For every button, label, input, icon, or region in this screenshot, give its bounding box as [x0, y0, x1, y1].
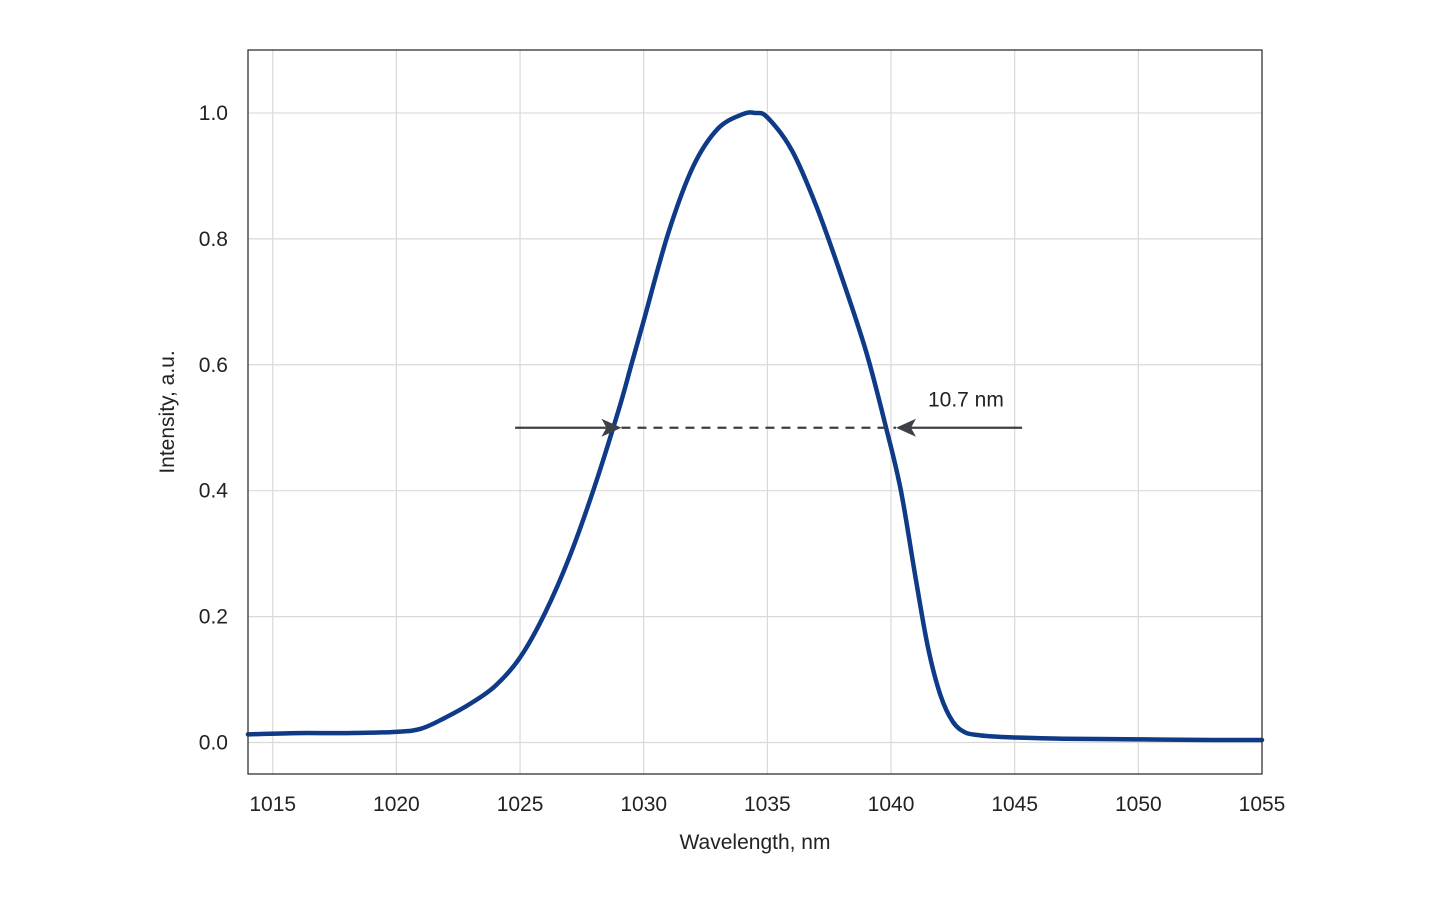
plot-frame	[247, 49, 1263, 775]
x-tick-label: 1015	[249, 793, 296, 816]
x-tick-label: 1055	[1239, 793, 1286, 816]
x-tick-label: 1025	[497, 793, 544, 816]
x-tick-label: 1040	[868, 793, 915, 816]
x-tick-label: 1050	[1115, 793, 1162, 816]
x-tick-label: 1035	[744, 793, 791, 816]
series-layer	[245, 110, 1265, 743]
fwhm-left-arrow-head	[601, 418, 622, 437]
spectrum-line	[245, 110, 1265, 743]
grid-layer	[248, 50, 1262, 774]
x-tick-label: 1020	[373, 793, 420, 816]
x-tick-labels: 1015 1020 1025 1030 1035 1040 1045 1050 1055	[249, 793, 1285, 816]
x-tick-label: 1030	[620, 793, 667, 816]
y-axis-title: Intensity, a.u.	[156, 350, 179, 473]
y-tick-label: 0.0	[199, 732, 228, 755]
fwhm-right-arrow-head	[895, 418, 916, 437]
y-tick-labels: 0.0 0.2 0.4 0.6 0.8 1.0	[199, 102, 229, 755]
y-tick-label: 0.6	[199, 354, 228, 377]
x-tick-label: 1045	[991, 793, 1038, 816]
annotation-layer: 10.7 nm	[515, 389, 1023, 437]
y-tick-label: 0.8	[199, 228, 228, 251]
y-tick-label: 0.4	[199, 480, 229, 503]
y-tick-label: 1.0	[199, 102, 228, 125]
x-axis-title: Wavelength, nm	[680, 831, 831, 854]
fwhm-label: 10.7 nm	[928, 389, 1004, 412]
y-tick-label: 0.2	[199, 606, 228, 629]
